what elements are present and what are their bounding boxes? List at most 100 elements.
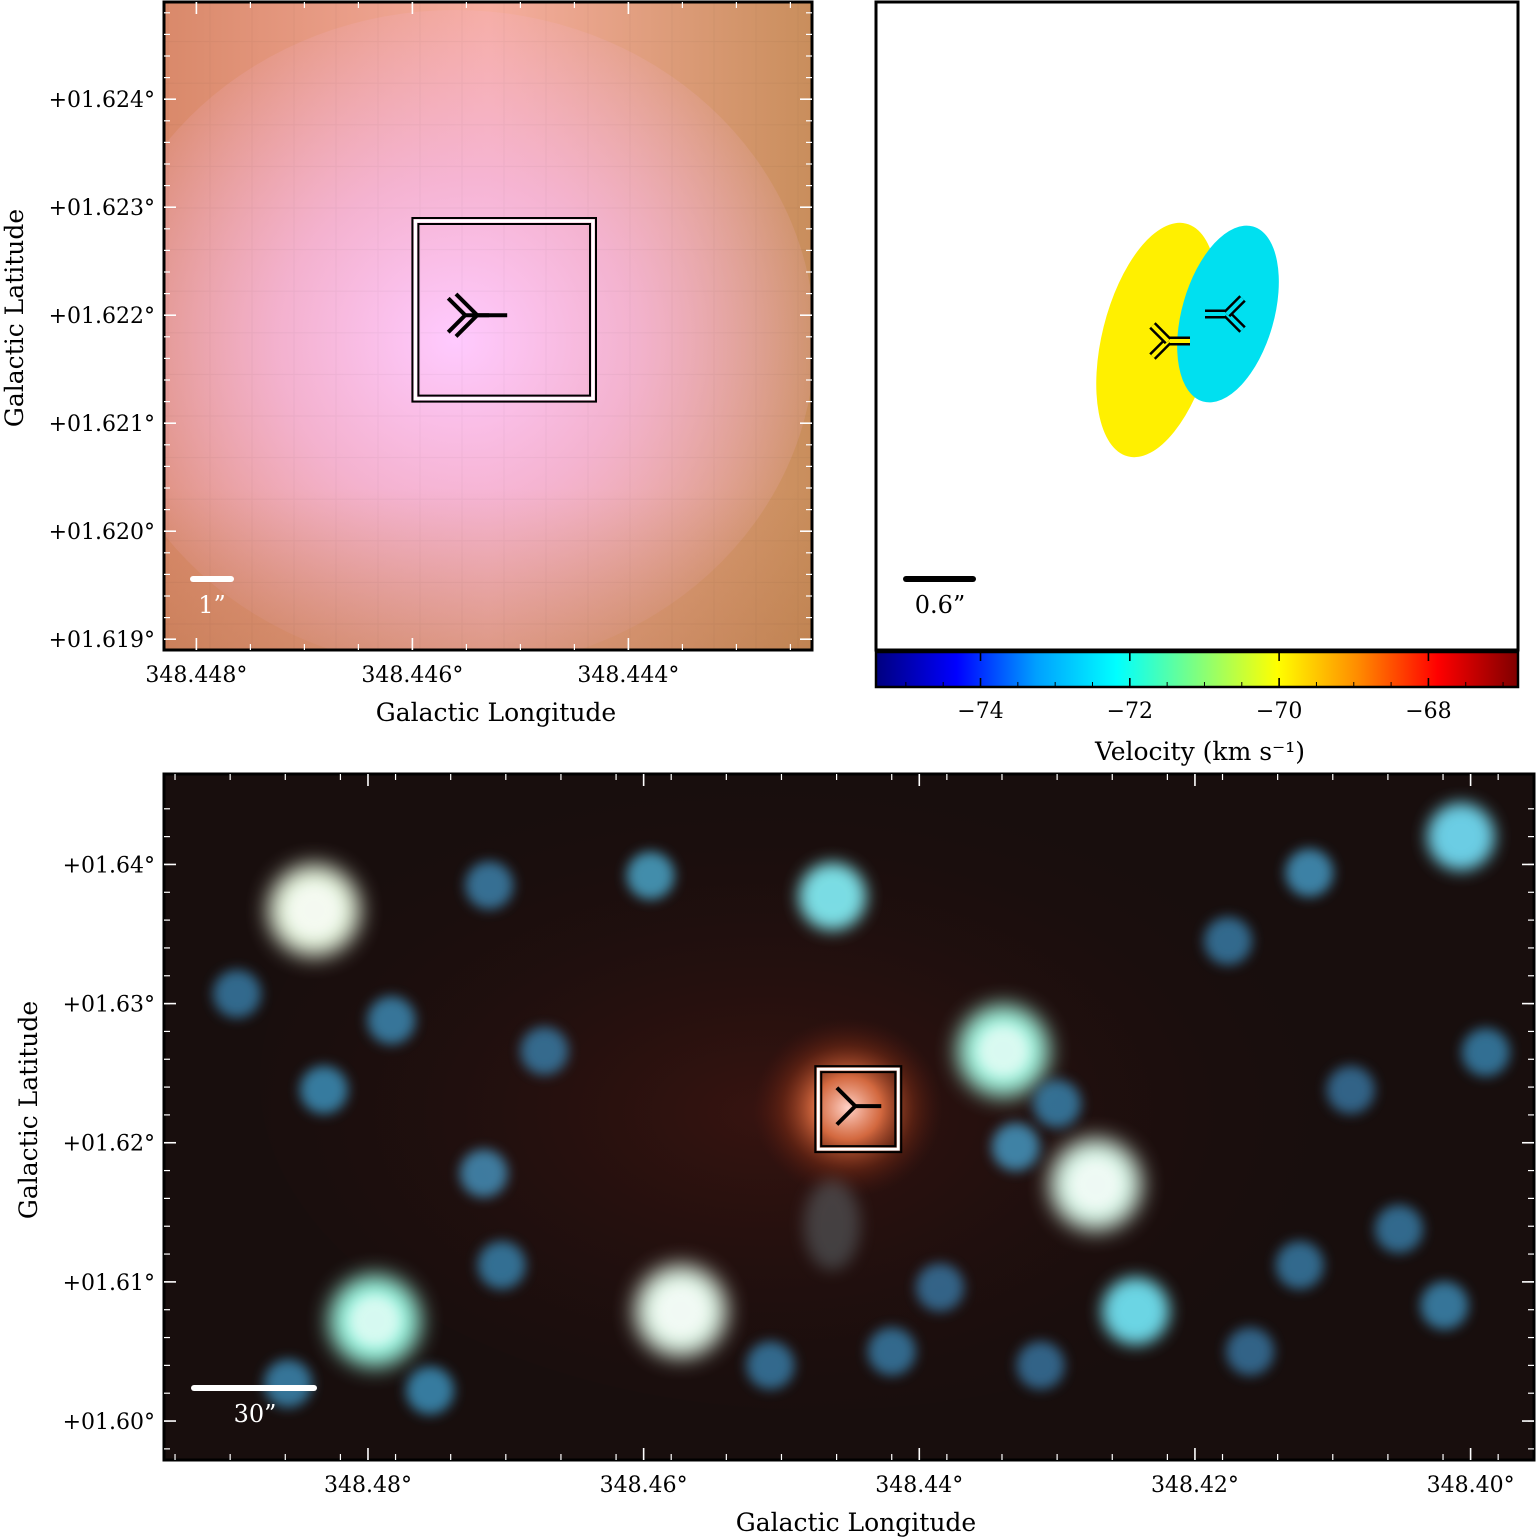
point-source (1275, 1241, 1324, 1290)
top-left-marker-echo-arm (446, 313, 467, 334)
bottom-x-axis-title: Galactic Longitude (736, 1508, 976, 1537)
point-source (746, 1341, 795, 1390)
bottom-y-tick-label: +01.60° (63, 1410, 155, 1435)
top-left-x-tick-label: 348.448° (145, 663, 247, 688)
top-left-x-tick-label: 348.444° (577, 663, 679, 688)
bottom-marker-arm (835, 1086, 857, 1108)
top-left-y-tick-label: +01.619° (49, 628, 155, 653)
top-right-velocity-panel: 0.6” −74 −72 −70 −68 Velocity (km s⁻¹) (874, 0, 1520, 766)
point-source-core (349, 1295, 401, 1347)
point-source (477, 1241, 526, 1290)
colorbar-tick-label: −72 (1107, 699, 1153, 724)
top-left-y-tick-label: +01.622° (49, 304, 155, 329)
point-source (1285, 848, 1334, 897)
point-source (1204, 916, 1253, 965)
point-source (1374, 1205, 1423, 1254)
point-source (1016, 1341, 1065, 1390)
point-source (465, 861, 514, 910)
top-left-source-box (411, 217, 597, 403)
point-source (406, 1366, 455, 1415)
velocity-component-yellow (1096, 222, 1218, 458)
top-left-y-tick-labels: +01.624° +01.623° +01.622° +01.621° +01.620°… (49, 88, 155, 653)
point-source-core (1070, 1159, 1122, 1210)
top-left-box-white (413, 219, 595, 401)
bottom-source-box (814, 1065, 903, 1154)
point-source-core (978, 1025, 1029, 1077)
bottom-box-inner (820, 1071, 897, 1148)
velocity-colorbar (874, 650, 1520, 689)
top-left-x-tick-label: 348.446° (361, 663, 463, 688)
point-source (299, 1065, 348, 1114)
bottom-y-tick-label: +01.64° (63, 853, 155, 878)
point-source (367, 996, 416, 1045)
bottom-x-tick-label: 348.40° (1427, 1473, 1515, 1498)
bottom-box-outer (814, 1065, 903, 1154)
point-source (626, 851, 675, 900)
component-cyan-marker-arm (1225, 297, 1244, 316)
bottom-x-tick-label: 348.42° (1151, 1473, 1239, 1498)
bottom-x-tick-label: 348.46° (600, 1473, 688, 1498)
top-left-tri-marker (446, 292, 508, 338)
top-left-y-tick-label: +01.620° (49, 520, 155, 545)
point-source (1420, 1281, 1469, 1330)
top-left-y-tick-label: +01.623° (49, 196, 155, 221)
bottom-x-tick-label: 348.48° (324, 1473, 412, 1498)
point-source (1101, 1277, 1170, 1346)
colorbar-label: Velocity (km s⁻¹) (1094, 737, 1305, 766)
point-source (213, 969, 262, 1018)
point-source (798, 862, 867, 931)
bottom-tri-marker (835, 1086, 882, 1126)
top-left-image-panel: 1” 348.448° 348.446° 348.444° +01.624°+01.… (0, 0, 814, 727)
point-source (867, 1327, 916, 1376)
colorbar-tick-labels: −74 −72 −70 −68 (957, 699, 1451, 724)
central-source-tail (804, 1180, 860, 1270)
bottom-x-tick-label: 348.44° (875, 1473, 963, 1498)
bottom-y-axis-title: Galactic Latitude (14, 1001, 43, 1219)
top-left-frame (162, 0, 814, 652)
bottom-y-tick-label: +01.61° (63, 1271, 155, 1296)
colorbar-ticks (905, 652, 1504, 687)
bottom-image-panel: 30” 348.48° 348.46° 348.44° 348.42° 348.40° … (14, 772, 1536, 1537)
point-source (1326, 1065, 1375, 1114)
bottom-x-tick-labels: 348.48° 348.46° 348.44° 348.42° 348.40° (324, 1473, 1515, 1498)
point-source (991, 1122, 1040, 1171)
point-source (1033, 1079, 1082, 1128)
colorbar-tick-label: −70 (1256, 699, 1302, 724)
bottom-frame (162, 772, 1536, 1462)
point-source (915, 1263, 964, 1312)
bottom-ticks (164, 774, 1534, 1460)
point-source-core (288, 885, 340, 936)
top-left-marker-echo-arm (446, 296, 467, 317)
top-left-y-axis-title: Galactic Latitude (0, 209, 29, 427)
top-left-y-tick-label: +01.621° (49, 412, 155, 437)
top-left-marker-arm (454, 292, 479, 317)
colorbar-tick-label: −74 (957, 699, 1003, 724)
top-right-scale-bar: 0.6” (903, 576, 976, 619)
central-red-source (753, 1018, 943, 1198)
bottom-point-sources (213, 802, 1510, 1415)
bottom-y-tick-label: +01.62° (63, 1132, 155, 1157)
point-source (264, 1359, 313, 1408)
top-left-marker-arm (454, 313, 479, 338)
top-left-box-outer (411, 217, 597, 403)
colorbar-tick-label: −68 (1405, 699, 1451, 724)
top-left-box-inner (417, 223, 591, 397)
bottom-scale-bar: 30” (191, 1385, 317, 1428)
point-source (1226, 1327, 1275, 1376)
bottom-y-tick-label: +01.63° (63, 993, 155, 1018)
point-source (459, 1149, 508, 1198)
component-cyan-tri-marker (1205, 295, 1246, 333)
top-left-pixel-grid (164, 2, 812, 650)
bottom-marker-arm (835, 1104, 857, 1126)
component-yellow-tri-marker (1149, 322, 1190, 360)
top-right-scale-label: 0.6” (915, 591, 965, 619)
top-left-y-tick-label: +01.624° (49, 88, 155, 113)
top-left-scale-bar: 1” (190, 576, 234, 619)
point-source (520, 1026, 569, 1075)
bottom-box-white (816, 1067, 900, 1151)
bottom-scale-label: 30” (234, 1400, 277, 1428)
point-source-core (655, 1285, 707, 1337)
top-left-x-axis-title: Galactic Longitude (376, 698, 616, 727)
point-source (1426, 802, 1495, 871)
top-left-x-tick-labels: 348.448° 348.446° 348.444° (145, 663, 679, 688)
